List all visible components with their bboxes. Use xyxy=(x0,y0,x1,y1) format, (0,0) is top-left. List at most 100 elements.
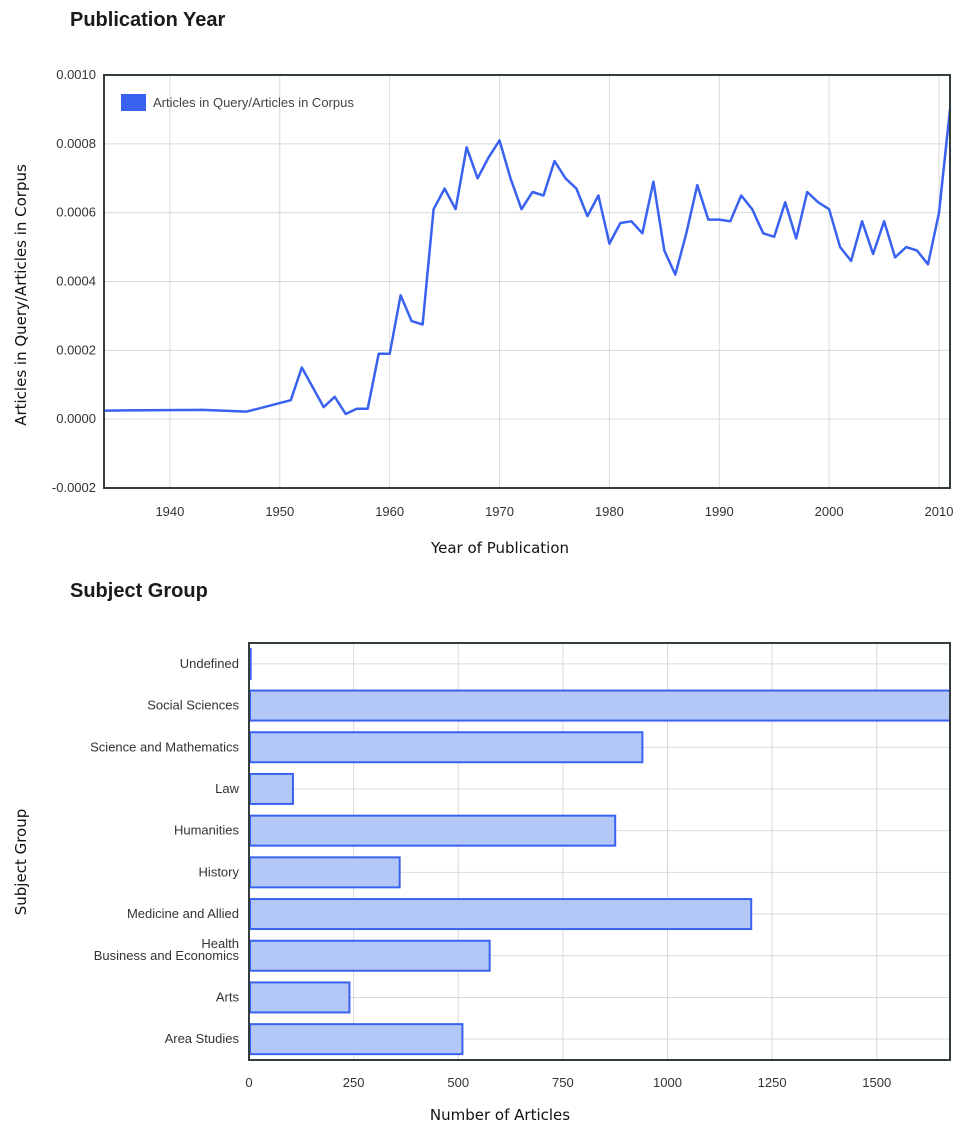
bar-chart-frame xyxy=(248,642,951,1061)
series-point xyxy=(938,211,940,214)
y-tick-label: 0.0008 xyxy=(56,136,96,151)
series-point xyxy=(432,208,435,211)
series-point xyxy=(652,180,655,183)
series-point xyxy=(817,201,820,204)
series-point xyxy=(828,208,831,211)
series-point xyxy=(707,218,710,221)
series-point xyxy=(553,160,556,162)
bar xyxy=(249,647,252,680)
bar xyxy=(249,981,351,1014)
y-tick-label: 0.0004 xyxy=(56,274,96,289)
line-chart-x-axis-label: Year of Publication xyxy=(430,539,569,557)
line-chart-series xyxy=(103,108,952,416)
series-point xyxy=(674,273,677,276)
series-point xyxy=(872,253,874,255)
subject-group-title: Subject Group xyxy=(70,580,208,602)
x-tick-label: 1250 xyxy=(758,1075,787,1090)
series-point xyxy=(839,246,842,248)
y-tick-label: 0.0010 xyxy=(56,67,96,82)
series-point xyxy=(729,220,732,223)
series-point xyxy=(333,395,336,398)
category-label: Undefined xyxy=(180,656,239,671)
x-tick-label: 1500 xyxy=(862,1075,891,1090)
category-label: Humanities xyxy=(174,823,240,838)
series-point xyxy=(366,407,369,410)
bar xyxy=(249,939,491,972)
y-tick-label: 0.0002 xyxy=(56,342,96,357)
series-point xyxy=(850,259,853,262)
x-tick-label: 1000 xyxy=(653,1075,682,1090)
x-tick-label: 1980 xyxy=(595,504,624,519)
series-point xyxy=(300,366,303,369)
bar xyxy=(249,689,951,722)
category-label: History xyxy=(199,864,240,879)
series-point xyxy=(894,256,896,259)
series-point xyxy=(454,208,457,211)
bar xyxy=(249,731,644,764)
line-chart-y-ticks: -0.0002 0.0000 0.0002 0.0004 0.0006 0.0008 0.0… xyxy=(52,67,96,495)
series-point xyxy=(355,407,358,410)
series-point xyxy=(465,146,468,149)
series-point xyxy=(542,194,545,197)
category-label: Arts xyxy=(216,989,240,1004)
series-point xyxy=(784,201,787,204)
series-point xyxy=(344,413,347,415)
series-point xyxy=(487,156,490,159)
series-point xyxy=(883,220,885,223)
bar xyxy=(249,856,401,889)
series-point xyxy=(916,249,918,252)
series-point xyxy=(740,194,743,197)
series-point xyxy=(410,320,413,322)
series-point xyxy=(476,177,479,180)
bar-chart-bars xyxy=(249,647,951,1056)
x-tick-label: 2000 xyxy=(815,504,844,519)
bar-chart-x-axis-label: Number of Articles xyxy=(430,1106,570,1124)
series-point xyxy=(520,208,523,211)
series-point xyxy=(927,263,929,266)
publication-year-chart: -0.0002 0.0000 0.0002 0.0004 0.0006 0.0008 0.0… xyxy=(12,67,953,557)
series-point xyxy=(399,294,402,297)
series-point xyxy=(322,406,325,409)
series-point xyxy=(377,352,380,355)
bar-chart-category-labels: Undefined Social Sciences Science and Math… xyxy=(90,656,239,1046)
series-point xyxy=(608,242,611,245)
category-label: Medicine and Allied Health xyxy=(127,906,239,951)
y-tick-label: -0.0002 xyxy=(52,480,96,495)
series-point xyxy=(751,208,754,211)
x-tick-label: 1940 xyxy=(155,504,184,519)
legend-label: Articles in Query/Articles in Corpus xyxy=(153,95,354,110)
bar xyxy=(249,898,753,931)
category-label: Area Studies xyxy=(165,1031,240,1046)
series-point xyxy=(597,194,600,197)
x-tick-label: 250 xyxy=(343,1075,365,1090)
series-point xyxy=(663,249,666,252)
x-tick-label: 500 xyxy=(447,1075,469,1090)
series-point xyxy=(641,232,644,235)
series-point xyxy=(564,177,567,180)
line-chart-x-ticks: 1940 1950 1960 1970 1980 1990 2000 2010 xyxy=(155,504,953,519)
series-point xyxy=(201,408,204,411)
category-label: Social Sciences xyxy=(147,698,239,713)
legend-swatch xyxy=(121,94,146,111)
category-label: Science and Mathematics xyxy=(90,739,239,754)
series-point xyxy=(586,215,589,218)
series-point xyxy=(509,177,512,180)
series-point xyxy=(619,222,622,224)
bar-chart-y-axis-label: Subject Group xyxy=(12,809,30,916)
x-tick-label: 1960 xyxy=(375,504,404,519)
bar-chart-x-ticks: 0 250 500 750 1000 1250 1500 xyxy=(245,1075,891,1090)
category-label: Law xyxy=(215,781,239,796)
series-point xyxy=(245,410,248,413)
series-point xyxy=(498,139,501,142)
series-point xyxy=(443,187,446,190)
x-tick-label: 2010 xyxy=(925,504,954,519)
bar xyxy=(249,1023,464,1056)
y-tick-label: 0.0006 xyxy=(56,205,96,220)
series-point xyxy=(718,218,721,221)
line-chart-legend: Articles in Query/Articles in Corpus xyxy=(121,94,354,111)
bar xyxy=(249,772,294,805)
series-point xyxy=(531,191,534,193)
y-tick-label: 0.0000 xyxy=(56,411,96,426)
series-point xyxy=(289,399,292,402)
